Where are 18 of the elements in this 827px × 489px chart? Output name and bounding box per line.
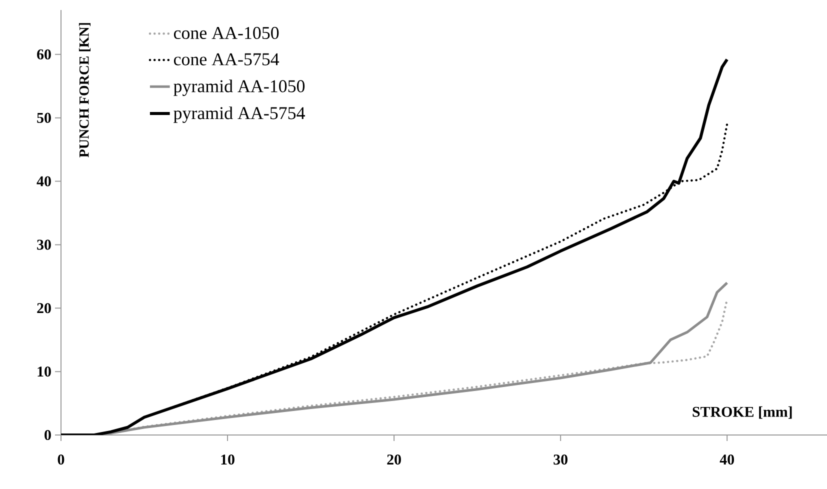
x-tick-label: 30 (554, 454, 568, 465)
legend-label: pyramid AA-5754 (174, 106, 305, 123)
y-tick-label: 0 (44, 430, 51, 440)
y-axis-title: PUNCH FORCE [KN] (78, 23, 91, 158)
x-axis-title: STROKE [mm] (692, 406, 792, 419)
x-tick-label: 10 (221, 454, 234, 465)
y-tick-label: 20 (37, 303, 51, 314)
legend-label: cone AA-1050 (174, 26, 279, 40)
x-tick-label: 40 (720, 454, 734, 465)
legend-label: pyramid AA-1050 (174, 80, 305, 96)
y-tick-label: 50 (37, 112, 51, 123)
legend-label: cone AA-5754 (174, 53, 280, 66)
y-tick-label: 40 (36, 176, 51, 186)
y-tick-label: 30 (37, 240, 51, 250)
y-tick-label: 60 (37, 49, 51, 60)
x-tick-label: 20 (387, 454, 401, 465)
x-tick-label: 0 (58, 454, 64, 465)
y-tick-label: 10 (38, 366, 51, 377)
